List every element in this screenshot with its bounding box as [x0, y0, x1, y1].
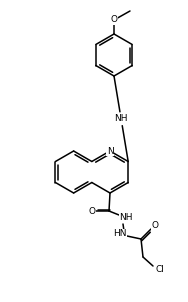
Text: HN: HN [113, 230, 127, 239]
Text: NH: NH [114, 114, 128, 123]
Text: NH: NH [119, 213, 133, 221]
Text: N: N [107, 146, 113, 156]
Text: O: O [111, 15, 118, 24]
Text: O: O [89, 207, 96, 216]
Text: Cl: Cl [155, 265, 164, 274]
Text: O: O [152, 221, 158, 230]
